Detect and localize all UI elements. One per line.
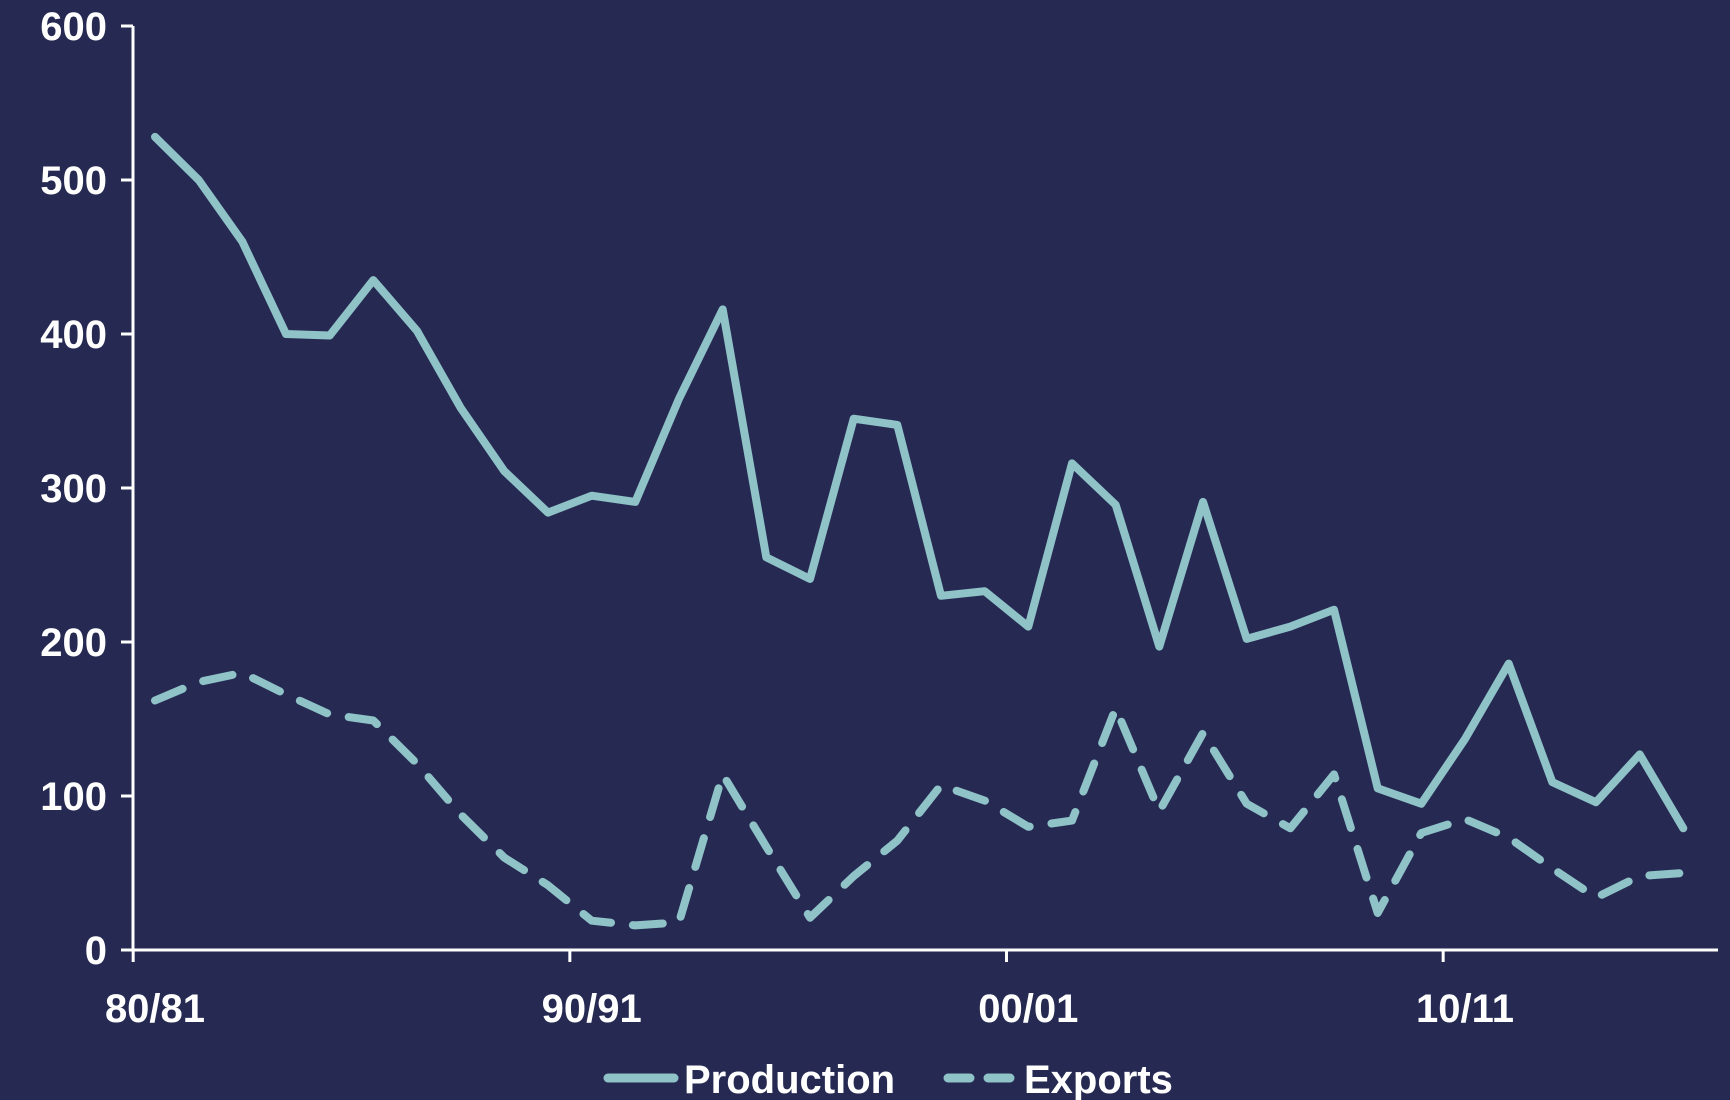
legend-label-production: Production xyxy=(684,1058,895,1100)
series-line-production xyxy=(151,132,1688,833)
y-tick-label: 200 xyxy=(40,621,107,665)
y-tick-label: 100 xyxy=(40,775,107,819)
x-tick-label: 90/91 xyxy=(542,987,642,1031)
series-layer xyxy=(151,132,1688,930)
y-axis: 0 100 200 300 400 500 600 xyxy=(40,5,135,973)
x-tick-label: 00/01 xyxy=(978,987,1078,1031)
y-tick-label: 0 xyxy=(85,929,107,973)
legend: Production Exports xyxy=(603,1058,1173,1100)
series-line-exports xyxy=(151,668,1688,930)
y-tick-label: 500 xyxy=(40,159,107,203)
x-axis: 80/81 90/91 00/01 10/11 xyxy=(105,948,1718,1031)
y-tick-label: 400 xyxy=(40,313,107,357)
x-tick-label: 80/81 xyxy=(105,987,205,1031)
y-tick-label: 600 xyxy=(40,5,107,49)
x-tick-label: 10/11 xyxy=(1416,987,1514,1031)
y-tick-label: 300 xyxy=(40,467,107,511)
legend-label-exports: Exports xyxy=(1024,1058,1173,1100)
